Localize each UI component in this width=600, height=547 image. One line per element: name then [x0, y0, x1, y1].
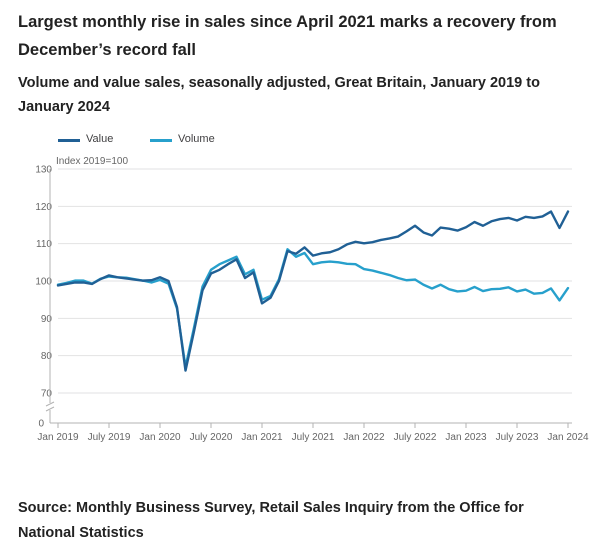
grid-lines	[58, 168, 572, 394]
y-axis-ticks: 130 120 110 100 90 80 70 0	[35, 165, 52, 430]
y-tick-label: 130	[35, 165, 52, 176]
y-tick-label: 100	[35, 277, 52, 288]
y-tick-label: 110	[36, 239, 52, 250]
x-tick-label: July 2021	[292, 432, 335, 443]
series-line-value	[56, 210, 570, 372]
x-tick-label: Jan 2020	[139, 432, 181, 443]
legend-label-value: Value	[86, 133, 114, 145]
x-tick-label: July 2019	[88, 432, 131, 443]
x-tick-label: Jan 2021	[241, 432, 283, 443]
x-tick-label: July 2022	[394, 432, 437, 443]
source-note: Source: Monthly Business Survey, Retail …	[18, 500, 524, 541]
chart-subtitle: Volume and value sales, seasonally adjus…	[18, 75, 540, 115]
legend-label-volume: Volume	[178, 133, 215, 145]
x-tick-label: Jan 2023	[445, 432, 487, 443]
axis-break-marker	[45, 401, 55, 412]
axes	[45, 169, 572, 424]
legend-swatch-value	[58, 139, 80, 142]
chart-title: Largest monthly rise in sales since Apri…	[18, 13, 557, 59]
y-tick-label: 120	[35, 202, 52, 213]
series-line-volume	[56, 248, 570, 369]
x-tick-label: Jan 2019	[37, 432, 79, 443]
y-tick-label-zero: 0	[38, 419, 44, 430]
x-tick-label: Jan 2024	[547, 432, 589, 443]
y-axis-label: Index 2019=100	[56, 156, 128, 167]
x-tick-label: Jan 2022	[343, 432, 385, 443]
y-tick-label: 80	[41, 351, 53, 362]
series-lines	[56, 210, 570, 372]
legend-swatch-volume	[150, 139, 172, 142]
x-tick-label: July 2020	[190, 432, 233, 443]
x-axis-ticks: Jan 2019 July 2019 Jan 2020 July 2020 Jan 20…	[37, 423, 589, 443]
y-tick-label: 70	[41, 389, 53, 400]
y-tick-label: 90	[41, 314, 53, 325]
x-tick-label: July 2023	[496, 432, 539, 443]
line-chart: Index 2019=100 130 120 110 100 90 80 70 0 Jan 2…	[35, 156, 589, 443]
